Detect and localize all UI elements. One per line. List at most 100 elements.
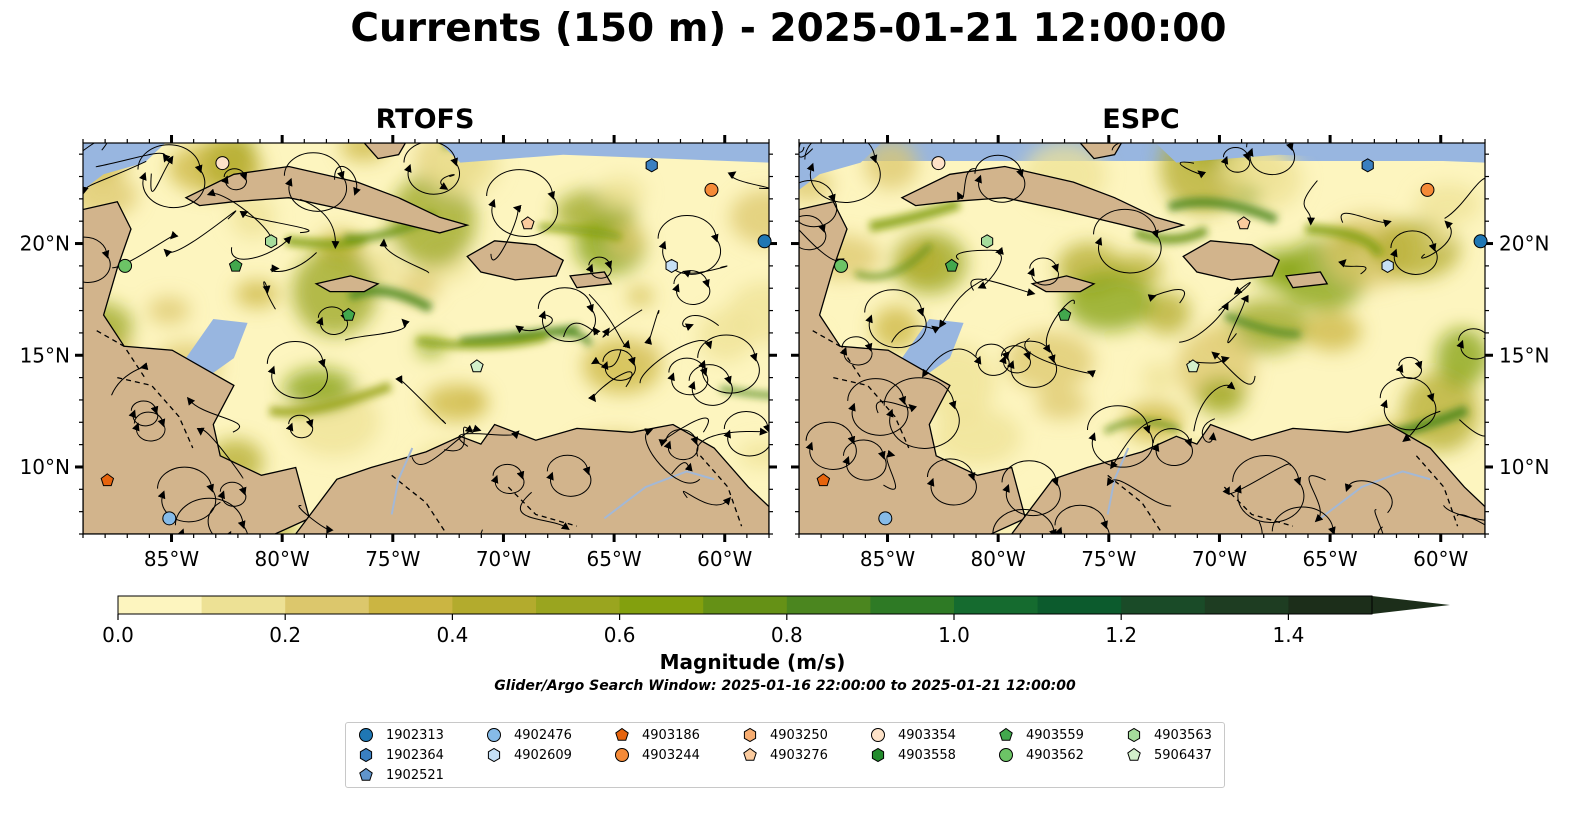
streamline <box>1308 475 1326 523</box>
streamline <box>1201 418 1217 443</box>
streamline <box>137 144 206 209</box>
streamline <box>1443 505 1485 521</box>
streamline <box>266 341 328 399</box>
streamline <box>804 143 881 203</box>
float-marker-extra <box>341 307 356 321</box>
legend-label: 4903186 <box>642 727 700 743</box>
lon-tick-label: 70°W <box>476 547 531 571</box>
streamline <box>723 410 769 457</box>
lat-tick-label: 15°N <box>20 343 70 367</box>
colorbar-extend-arrow <box>1372 596 1450 614</box>
colorbar-segment <box>954 596 1039 614</box>
circle-marker-icon <box>487 728 501 742</box>
streamline <box>163 210 237 258</box>
streamline <box>658 417 709 447</box>
colorbar-segment <box>285 596 370 614</box>
map-panel-rtofs: 85°W 80°W 75°W 70°W 65°W 60°W 20°N 15°N 10°N <box>20 135 777 571</box>
colorbar-segment <box>619 596 704 614</box>
legend: 1902313 1902364 1902521 4902476 4902609 49031… <box>345 722 1225 788</box>
river <box>1106 447 1130 515</box>
panel-title-espc: ESPC <box>1102 104 1180 135</box>
float-marker-4903244 <box>1420 182 1435 197</box>
streamline <box>839 336 873 366</box>
float-marker-4903276 <box>1237 216 1251 230</box>
map-frame <box>798 142 1486 535</box>
streamline <box>1271 506 1336 534</box>
streamline <box>298 505 334 534</box>
float-marker-5906437 <box>470 359 484 373</box>
colorbar-tick-label: 1.0 <box>938 623 970 647</box>
streamline <box>1179 301 1229 343</box>
figure-canvas: 85°W 80°W 75°W 70°W 65°W 60°W 20°N 15°N 10°N 85°… <box>20 135 1549 647</box>
float-marker-4903559 <box>228 258 243 272</box>
float-marker-4902609 <box>665 258 678 273</box>
streamline <box>1444 177 1485 219</box>
coastal-water <box>83 143 166 190</box>
lon-tick-label: 70°W <box>1192 547 1247 571</box>
float-marker-4903186 <box>816 473 831 487</box>
legend-label: 4902609 <box>514 747 572 763</box>
coastal-water <box>439 143 769 163</box>
streamline <box>644 428 701 484</box>
legend-label: 1902313 <box>386 727 444 743</box>
streamline <box>334 166 361 196</box>
streamline <box>1378 526 1383 534</box>
streamline <box>186 396 241 433</box>
hexagon-marker-icon <box>359 747 373 763</box>
land-mass <box>569 271 613 289</box>
float-marker-4902609 <box>1381 258 1394 273</box>
legend-item: 4903558 <box>870 745 956 765</box>
streamline <box>217 481 247 507</box>
streamline <box>546 454 592 497</box>
streamline <box>663 428 699 461</box>
streamline <box>83 160 147 195</box>
streamline <box>585 256 613 279</box>
streamline <box>1344 480 1393 514</box>
float-marker-1902313 <box>757 234 772 249</box>
colorbar-segment <box>201 596 286 614</box>
streamline <box>799 143 814 158</box>
float-marker-4902476 <box>162 511 177 526</box>
streamline <box>231 235 292 260</box>
colorbar-frame <box>117 595 1373 615</box>
streamline <box>682 265 728 278</box>
country-border <box>699 455 743 527</box>
streamline <box>992 508 1057 534</box>
streamline <box>1110 418 1162 470</box>
streamline <box>687 364 733 406</box>
land-mass <box>314 275 380 293</box>
legend-item: 1902521 <box>358 765 444 785</box>
legend-label: 4903244 <box>642 747 700 763</box>
search-window-caption: Glider/Argo Search Window: 2025-01-16 22… <box>494 678 1076 694</box>
colorbar-tick-label: 1.2 <box>1105 623 1137 647</box>
streamline <box>520 491 570 531</box>
streamline <box>486 169 559 238</box>
streamline <box>883 377 960 449</box>
legend-item: 4903276 <box>742 745 828 765</box>
hexagon-marker-icon <box>743 727 757 743</box>
legend-item: 4903244 <box>614 745 700 765</box>
legend-label: 1902521 <box>386 767 444 783</box>
streamline <box>403 143 460 195</box>
colorbar-segment <box>368 596 453 614</box>
streamline <box>1338 259 1367 275</box>
streamline <box>883 449 896 490</box>
streamline <box>1147 289 1185 304</box>
colorbar-segment <box>1037 596 1122 614</box>
colorbar-label: Magnitude (m/s) <box>659 650 846 674</box>
streamline <box>727 171 769 190</box>
lon-tick-label: 85°W <box>144 547 199 571</box>
legend-item: 4902609 <box>486 745 572 765</box>
colorbar-segment <box>870 596 955 614</box>
streamline <box>799 179 838 228</box>
colorbar-segment <box>452 596 537 614</box>
colorbar-tick-label: 0.8 <box>771 623 803 647</box>
map-frame <box>82 142 770 535</box>
colorbar-segment <box>786 596 871 614</box>
land-mass <box>363 143 407 160</box>
streamline <box>206 188 271 237</box>
legend-item: 4903559 <box>998 725 1084 745</box>
streamline <box>955 247 1004 260</box>
circle-marker-icon <box>615 748 629 762</box>
land-mass <box>466 240 565 281</box>
